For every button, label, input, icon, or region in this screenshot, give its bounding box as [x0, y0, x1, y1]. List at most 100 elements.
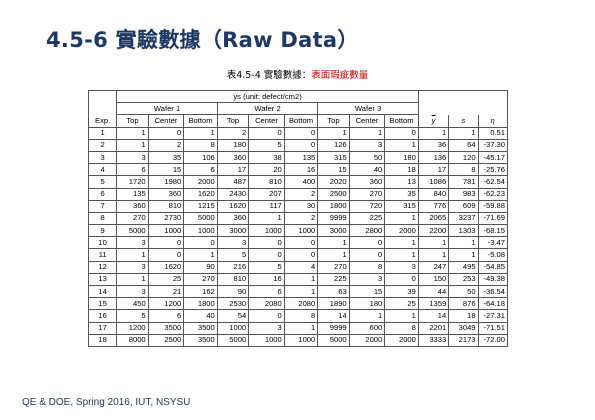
exp-number: 9 [87, 224, 118, 238]
table-cell: 8 [283, 309, 319, 323]
exp-number: 14 [87, 284, 118, 299]
table-cell: 2080 [283, 297, 319, 311]
table-cell: 5 [216, 248, 250, 262]
table-cell: 9999 [317, 321, 350, 335]
table-row: 17 1200 3500 3500 1000 3 1 9999 600 8 2201 3049 -71.… [87, 321, 509, 335]
table-cell: 35 [147, 150, 185, 165]
table-cell: 450 [116, 297, 149, 311]
table-cell: 1620 [147, 260, 185, 274]
position-header: Center [348, 114, 386, 128]
table-cell: 2 [283, 211, 319, 226]
table-row: 12 3 1620 90 216 5 4 270 8 3 247 495 -54.85 [87, 260, 509, 274]
table-cell: 1 [116, 272, 149, 287]
table-cell: 25 [384, 297, 419, 311]
table-cell: 1 [417, 236, 450, 250]
table-cell: 16 [248, 272, 285, 287]
table-cell: 1 [448, 126, 479, 140]
table-cell: 0 [147, 236, 185, 250]
table-cell: 3000 [216, 224, 250, 238]
table-cell: 5 [248, 260, 285, 274]
table-cell: -71.51 [477, 321, 509, 335]
table-cell: 400 [283, 175, 319, 189]
unit-header: ys (unit: defect/cm2) [116, 89, 419, 104]
table-cell: 1 [384, 138, 419, 152]
table-cell: 876 [448, 297, 479, 311]
table-cell: -49.38 [477, 272, 509, 287]
table-cell: 18 [384, 163, 419, 177]
table-cell: 315 [317, 150, 350, 165]
table-cell: 2500 [317, 187, 350, 201]
table-cell: 18 [448, 309, 479, 323]
table-cell: 1 [384, 248, 419, 262]
table-cell: -64.18 [477, 297, 509, 311]
position-header: Center [147, 114, 185, 128]
table-cell: 1620 [216, 199, 250, 213]
table-cell: 225 [348, 211, 386, 226]
exp-number: 3 [87, 150, 118, 165]
table-cell: 0 [147, 126, 185, 140]
exp-number: 18 [87, 333, 118, 347]
exp-number: 16 [87, 309, 118, 323]
table-cell: 3 [348, 272, 386, 287]
raw-data-table: ys (unit: defect/cm2) Wafer 1 Wafer 2 Wa… [87, 89, 509, 347]
table-cell: 0 [283, 138, 319, 152]
table-cell: 3 [116, 284, 149, 299]
table-cell: 6 [116, 163, 149, 177]
mean-header: y [417, 114, 450, 128]
table-cell: 2000 [384, 224, 419, 238]
table-cell: 8 [348, 260, 386, 274]
table-cell: 216 [216, 260, 250, 274]
table-cell: -3.47 [477, 236, 509, 250]
table-cell: -54.85 [477, 260, 509, 274]
table-cell: 1 [384, 211, 419, 226]
table-cell: 64 [448, 138, 479, 152]
table-cell: 15 [317, 163, 350, 177]
table-cell: 810 [216, 272, 250, 287]
table-cell: 30 [283, 199, 319, 213]
table-row: 5 1720 1980 2000 487 810 400 2020 360 13 1086 781 -6… [87, 175, 509, 189]
table-cell: 38 [248, 150, 285, 165]
table-cell: 0 [183, 236, 218, 250]
table-cell: 3 [116, 260, 149, 274]
exp-number: 4 [87, 163, 118, 177]
table-cell: 1800 [183, 297, 218, 311]
table-cell: 3500 [147, 321, 185, 335]
table-cell: -5.08 [477, 248, 509, 262]
table-cell: 360 [348, 175, 386, 189]
caption-highlight: 表面瑕疵數量 [311, 70, 369, 81]
exp-number: 8 [87, 211, 118, 226]
table-cell: 3 [248, 321, 285, 335]
table-cell: 20 [248, 163, 285, 177]
table-row: 7 360 810 1215 1620 117 30 1800 720 315 776 609 -59.… [87, 199, 509, 213]
table-caption: 表4.5-4 實驗數據：表面瑕疵數量 [0, 67, 595, 81]
table-cell: 2430 [216, 187, 250, 201]
table-cell: 225 [317, 272, 350, 287]
table-cell: -27.31 [477, 309, 509, 323]
table-cell: -71.69 [477, 211, 509, 226]
table-cell: 360 [216, 150, 250, 165]
stats-blank [417, 89, 509, 103]
table-cell: 1 [116, 126, 149, 140]
exp-number: 2 [87, 138, 118, 152]
table-cell: 2173 [448, 333, 479, 347]
table-cell: 1 [283, 272, 319, 287]
table-cell: 180 [216, 138, 250, 152]
table-row: 4 6 15 6 17 20 16 15 40 18 17 8 -25.76 [87, 163, 509, 177]
wafer-header: Wafer 2 [216, 102, 319, 116]
table-cell: 9999 [317, 211, 350, 226]
table-cell: 162 [183, 284, 218, 299]
table-cell: 2 [283, 187, 319, 201]
table-cell: 5000 [216, 333, 250, 347]
table-cell: 1086 [417, 175, 450, 189]
table-cell: 180 [384, 150, 419, 165]
table-cell: -59.88 [477, 199, 509, 213]
table-cell: -36.54 [477, 284, 509, 299]
table-cell: 1 [317, 236, 350, 250]
table-cell: 2000 [348, 333, 386, 347]
table-cell: 8000 [116, 333, 149, 347]
table-cell: 2020 [317, 175, 350, 189]
footer-credit: QE & DOE, Spring 2016, IUT, NSYSU [22, 397, 191, 408]
table-cell: 6 [147, 309, 185, 323]
table-cell: -68.15 [477, 224, 509, 238]
table-cell: 270 [317, 260, 350, 274]
